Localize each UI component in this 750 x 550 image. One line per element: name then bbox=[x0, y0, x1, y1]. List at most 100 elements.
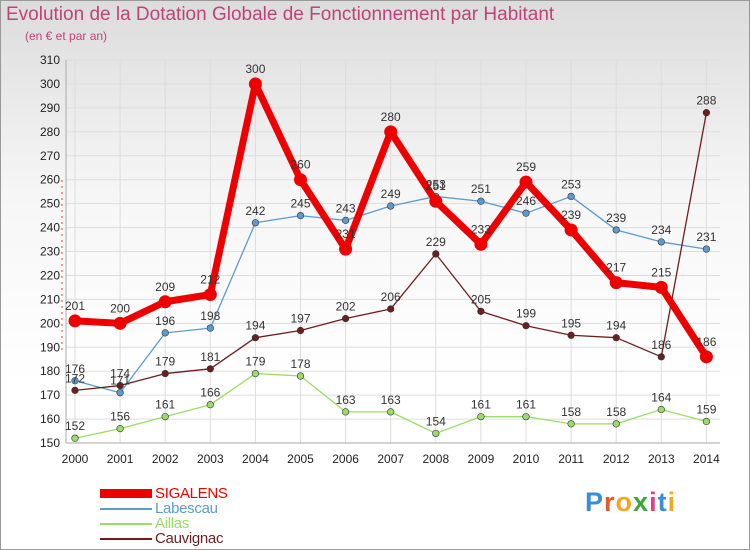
data-point-labescau bbox=[161, 329, 169, 337]
y-tick-label: 150 bbox=[40, 436, 60, 450]
data-point-cauvignac bbox=[567, 331, 575, 339]
data-point-cauvignac bbox=[657, 353, 665, 361]
data-label-cauvignac: 181 bbox=[200, 350, 220, 364]
data-point-cauvignac bbox=[612, 334, 620, 342]
data-label-cauvignac: 194 bbox=[606, 319, 626, 333]
y-tick-label: 310 bbox=[40, 53, 60, 67]
data-label-cauvignac: 206 bbox=[381, 290, 401, 304]
data-label-cauvignac: 197 bbox=[290, 311, 310, 325]
data-label-labescau: 251 bbox=[471, 182, 491, 196]
data-label-labescau: 171 bbox=[110, 374, 130, 388]
data-label-cauvignac: 194 bbox=[245, 319, 265, 333]
x-tick-label: 2014 bbox=[693, 452, 720, 466]
data-label-sigalens: 300 bbox=[245, 62, 265, 76]
y-tick-label: 290 bbox=[40, 101, 60, 115]
x-tick-label: 2003 bbox=[197, 452, 224, 466]
data-label-cauvignac: 205 bbox=[471, 292, 491, 306]
data-label-sigalens: 259 bbox=[516, 160, 536, 174]
y-tick-label: 160 bbox=[40, 412, 60, 426]
data-label-aillas: 163 bbox=[381, 393, 401, 407]
proxiti-logo: Proxiti bbox=[585, 487, 676, 518]
legend-swatch-aillas bbox=[100, 522, 152, 525]
data-point-cauvignac bbox=[477, 307, 485, 315]
x-tick-label: 2012 bbox=[603, 452, 630, 466]
x-tick-label: 2002 bbox=[152, 452, 179, 466]
x-tick-label: 2004 bbox=[242, 452, 269, 466]
data-label-labescau: 176 bbox=[65, 362, 85, 376]
data-label-cauvignac: 229 bbox=[426, 235, 446, 249]
data-point-cauvignac bbox=[296, 326, 305, 335]
data-point-sigalens bbox=[113, 316, 127, 330]
data-label-aillas: 156 bbox=[110, 410, 130, 424]
data-point-cauvignac bbox=[342, 314, 350, 323]
x-tick-label: 2000 bbox=[62, 452, 89, 466]
data-label-sigalens: 215 bbox=[651, 265, 671, 279]
data-label-labescau: 249 bbox=[381, 187, 401, 201]
data-label-labescau: 234 bbox=[651, 223, 671, 237]
data-point-sigalens bbox=[429, 194, 443, 208]
data-point-labescau bbox=[251, 219, 259, 227]
data-label-sigalens: 239 bbox=[561, 208, 581, 222]
data-point-sigalens bbox=[68, 314, 82, 328]
data-point-labescau bbox=[612, 226, 620, 234]
data-point-aillas bbox=[567, 420, 575, 428]
logo-letter: t bbox=[657, 487, 668, 517]
data-label-sigalens: 201 bbox=[65, 299, 85, 313]
y-tick-label: 180 bbox=[40, 364, 60, 378]
data-label-sigalens: 251 bbox=[426, 179, 446, 193]
data-label-aillas: 178 bbox=[290, 357, 310, 371]
data-point-aillas bbox=[432, 429, 440, 438]
data-label-cauvignac: 195 bbox=[561, 316, 581, 330]
y-tick-label: 190 bbox=[40, 340, 60, 354]
data-label-labescau: 243 bbox=[336, 201, 356, 215]
data-label-cauvignac: 186 bbox=[651, 338, 671, 352]
data-point-cauvignac bbox=[206, 365, 214, 373]
x-tick-label: 2006 bbox=[332, 452, 359, 466]
legend-label-sigalens: SIGALENS bbox=[155, 485, 228, 502]
data-label-labescau: 253 bbox=[561, 177, 581, 191]
legend-swatch-cauvignac bbox=[100, 537, 152, 540]
legend-swatch-labescau bbox=[100, 507, 152, 510]
data-label-aillas: 158 bbox=[561, 405, 581, 419]
data-point-labescau bbox=[567, 192, 575, 201]
y-tick-label: 230 bbox=[40, 245, 60, 259]
data-point-labescau bbox=[387, 202, 395, 210]
data-label-cauvignac: 202 bbox=[336, 300, 356, 314]
axis-layer: 150 160 170 180 190 200 210 220 230 240 250 260 270 2… bbox=[40, 53, 720, 466]
logo-letter: o bbox=[615, 487, 634, 517]
data-label-cauvignac: 288 bbox=[696, 94, 716, 108]
data-point-sigalens bbox=[339, 242, 353, 256]
data-label-aillas: 166 bbox=[200, 386, 220, 400]
data-point-cauvignac bbox=[161, 369, 169, 378]
legend-label-labescau: Labescau bbox=[155, 500, 218, 517]
y-tick-label: 270 bbox=[40, 149, 60, 163]
data-label-sigalens: 209 bbox=[155, 280, 175, 294]
data-point-sigalens bbox=[203, 288, 217, 302]
data-point-labescau bbox=[702, 245, 711, 253]
data-label-labescau: 245 bbox=[290, 197, 310, 211]
data-point-aillas bbox=[206, 401, 214, 409]
data-point-cauvignac bbox=[116, 381, 124, 390]
data-label-aillas: 158 bbox=[606, 405, 626, 419]
data-label-sigalens: 212 bbox=[200, 273, 220, 287]
data-point-sigalens bbox=[474, 237, 488, 251]
data-point-labescau bbox=[522, 209, 530, 217]
data-label-cauvignac: 174 bbox=[110, 367, 130, 381]
data-label-aillas: 152 bbox=[65, 419, 85, 433]
y-tick-label: 210 bbox=[40, 292, 60, 306]
data-label-aillas: 164 bbox=[651, 390, 671, 404]
data-point-aillas bbox=[477, 413, 485, 421]
data-point-sigalens bbox=[384, 125, 398, 139]
data-point-labescau bbox=[116, 389, 124, 397]
data-point-aillas bbox=[251, 369, 259, 378]
data-point-cauvignac bbox=[432, 250, 440, 258]
data-point-labescau bbox=[206, 324, 214, 332]
data-label-sigalens: 200 bbox=[110, 301, 130, 315]
data-point-cauvignac bbox=[522, 322, 530, 330]
data-label-cauvignac: 179 bbox=[155, 355, 175, 369]
data-label-aillas: 179 bbox=[245, 355, 265, 369]
data-point-sigalens bbox=[294, 173, 307, 187]
data-point-aillas bbox=[296, 372, 305, 380]
